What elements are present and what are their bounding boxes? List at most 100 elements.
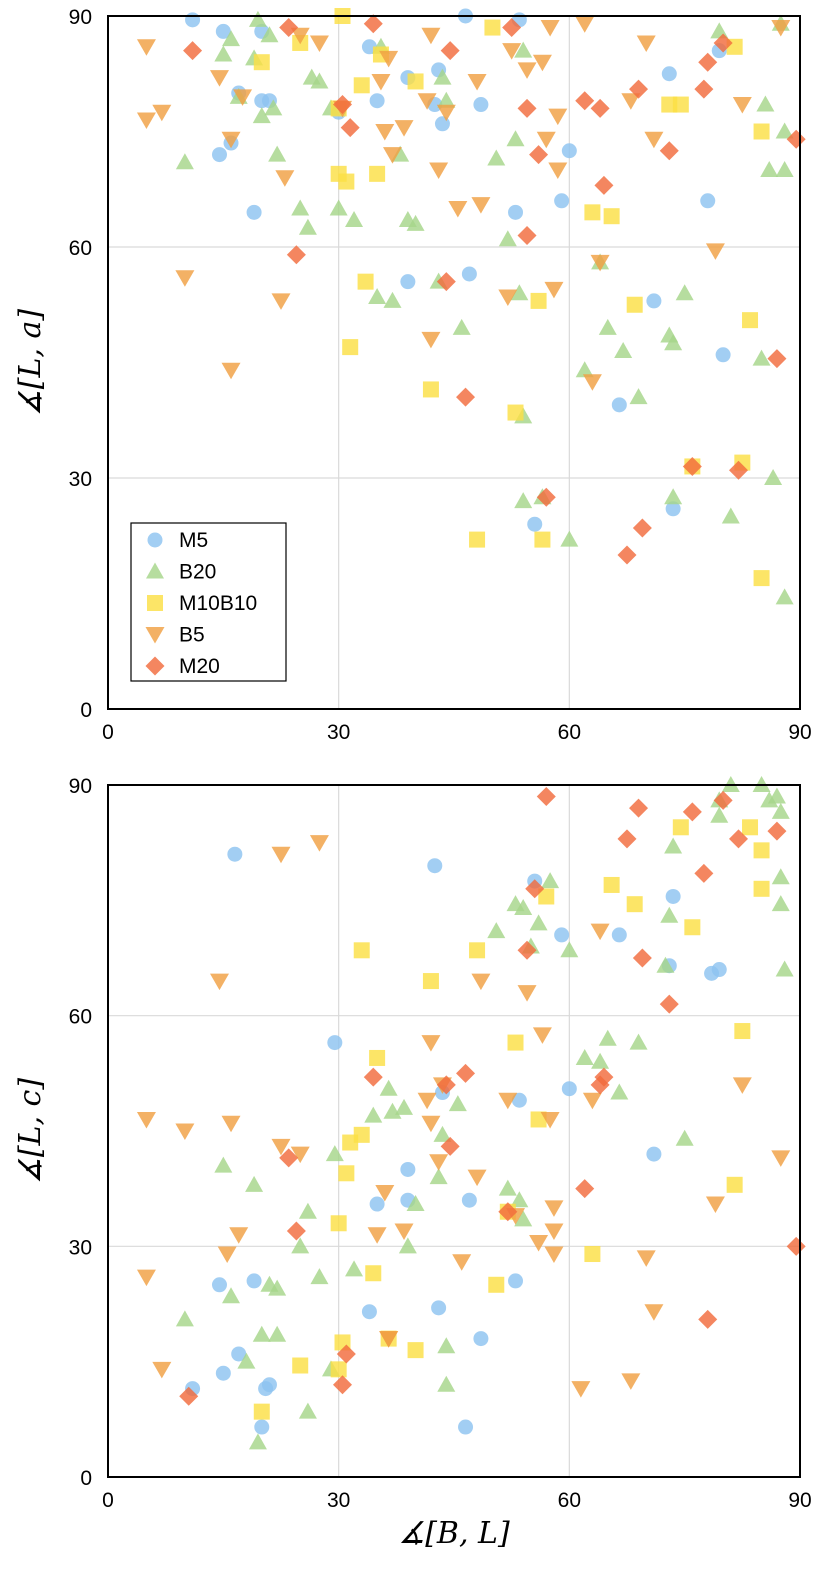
data-point-m20 — [529, 145, 549, 165]
data-point-b20 — [298, 1202, 317, 1219]
data-point-b5 — [421, 1035, 441, 1052]
data-point-b20 — [248, 10, 267, 27]
data-point-b5 — [152, 1361, 172, 1379]
data-point-m5 — [561, 143, 577, 159]
data-point-b5 — [394, 1223, 414, 1240]
data-point-b20 — [498, 1179, 517, 1196]
data-point-b20 — [406, 214, 425, 231]
data-point-b20 — [252, 1325, 271, 1342]
data-point-m10b10 — [407, 1342, 424, 1359]
data-point-b5 — [175, 1123, 195, 1140]
data-point-b20 — [268, 1279, 287, 1296]
data-point-m5 — [261, 1377, 277, 1393]
data-point-b5 — [705, 243, 725, 260]
data-point-b20 — [345, 211, 364, 228]
data-point-m5 — [369, 93, 385, 109]
data-point-b5 — [221, 362, 241, 380]
grid-lines-top — [108, 16, 800, 709]
data-point-b5 — [544, 1246, 564, 1264]
data-point-m10b10 — [672, 819, 689, 836]
data-point-b5 — [233, 89, 253, 106]
data-point-b5 — [382, 147, 402, 164]
data-point-m20 — [590, 98, 610, 118]
data-point-b5 — [532, 54, 552, 72]
data-point-b5 — [421, 331, 441, 349]
y-axis-label-bottom: ∡[L, c] — [13, 1078, 48, 1184]
data-point-m10b10 — [538, 888, 555, 905]
data-point-b20 — [660, 906, 679, 923]
data-point-b20 — [514, 1210, 533, 1227]
data-point-m10b10 — [469, 942, 486, 959]
data-point-b20 — [629, 388, 648, 405]
data-point-m20 — [536, 787, 556, 807]
data-point-m10b10 — [753, 570, 770, 587]
data-point-m20 — [575, 91, 595, 111]
data-point-m5 — [254, 1419, 270, 1435]
data-point-m20 — [594, 1067, 614, 1087]
data-point-b20 — [598, 1029, 617, 1046]
data-point-m20 — [698, 52, 718, 72]
data-point-b5 — [436, 104, 456, 122]
y-tick-label: 0 — [80, 699, 92, 722]
data-point-m20 — [502, 18, 522, 38]
data-point-b20 — [771, 802, 790, 819]
data-point-b5 — [448, 201, 468, 218]
data-point-b20 — [721, 507, 740, 524]
data-point-m10b10 — [742, 819, 759, 836]
data-point-b5 — [136, 39, 156, 56]
data-point-m20 — [286, 1221, 306, 1241]
data-point-b20 — [437, 1375, 456, 1392]
y-tick-label: 90 — [69, 775, 92, 798]
data-point-b20 — [510, 1191, 529, 1208]
data-point-b5 — [417, 93, 437, 110]
data-point-b20 — [675, 284, 694, 301]
data-point-m20 — [440, 1136, 460, 1156]
data-point-b20 — [175, 1310, 194, 1327]
data-point-m5 — [369, 1196, 385, 1212]
data-point-b20 — [541, 872, 560, 889]
data-point-m20 — [183, 41, 203, 61]
data-point-m10b10 — [422, 973, 439, 990]
data-point-m10b10 — [342, 339, 359, 356]
data-point-m20 — [517, 940, 537, 960]
data-point-m20 — [575, 1179, 595, 1199]
data-point-b20 — [629, 1033, 648, 1050]
data-point-m5 — [611, 397, 627, 413]
data-point-b5 — [590, 923, 610, 941]
data-point-b5 — [502, 43, 522, 60]
data-point-b5 — [136, 1111, 156, 1129]
y-tick-label: 0 — [80, 1467, 92, 1490]
data-point-m5 — [246, 1273, 262, 1289]
data-point-b20 — [237, 1352, 256, 1369]
data-point-m20 — [682, 456, 702, 476]
data-point-b5 — [271, 293, 291, 310]
data-point-m10b10 — [626, 896, 643, 913]
data-point-b5 — [429, 1154, 449, 1171]
data-point-m20 — [694, 863, 714, 883]
data-point-b20 — [764, 469, 783, 485]
y-tick-label: 60 — [69, 237, 92, 260]
legend-marker-m10b10 — [147, 595, 163, 611]
data-point-m20 — [786, 1236, 806, 1256]
data-point-b20 — [329, 199, 348, 216]
data-point-b5 — [590, 254, 610, 272]
data-point-b5 — [152, 104, 172, 122]
data-point-m20 — [659, 141, 679, 161]
data-point-m20 — [728, 460, 748, 480]
data-point-m20 — [632, 948, 652, 968]
data-point-b20 — [291, 1237, 310, 1254]
data-point-m5 — [458, 1419, 474, 1435]
data-point-m20 — [694, 79, 714, 99]
data-point-b20 — [383, 291, 402, 308]
data-point-b5 — [636, 35, 656, 52]
data-point-b20 — [298, 218, 317, 235]
data-point-m5 — [215, 1365, 231, 1381]
data-point-b20 — [775, 588, 794, 605]
data-point-m10b10 — [742, 312, 759, 329]
data-point-m20 — [536, 487, 556, 507]
data-point-m5 — [554, 927, 570, 943]
data-point-m5 — [511, 1092, 527, 1108]
legend-markers — [145, 532, 165, 676]
data-point-b5 — [771, 1150, 791, 1167]
x-tick-label: 0 — [102, 721, 114, 744]
